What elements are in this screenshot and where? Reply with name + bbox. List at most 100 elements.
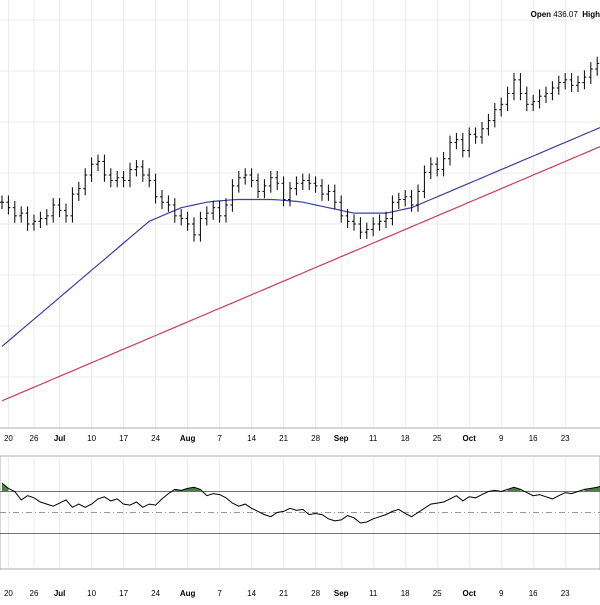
price-bar [473, 127, 478, 144]
price-bar [89, 157, 94, 182]
price-bar [275, 170, 280, 190]
price-bar [172, 198, 177, 223]
price-bar [307, 173, 312, 190]
price-bar [198, 211, 203, 242]
price-bar [358, 217, 363, 239]
x-tick-label: 26 [30, 434, 39, 443]
price-bar [364, 222, 369, 239]
price-bar [32, 214, 36, 231]
price-bar [0, 195, 4, 210]
price-bar [121, 170, 126, 188]
price-bar [192, 217, 196, 242]
price-bar [160, 190, 164, 210]
price-bar [326, 184, 331, 201]
x-tick-label: 25 [433, 434, 442, 443]
price-bar [256, 173, 260, 199]
open-value: 436.07 [553, 10, 578, 19]
x-tick-label: Jul [54, 434, 66, 443]
price-bar [262, 179, 267, 199]
price-bar [505, 86, 510, 112]
price-bar [454, 132, 459, 150]
price-bar [384, 211, 388, 229]
price-bar [102, 154, 107, 182]
x-tick-label: 16 [529, 434, 538, 443]
overbought-fill-area [507, 487, 521, 492]
price-bar [96, 154, 100, 171]
price-bar [281, 176, 286, 207]
x-tick-label: Oct [463, 434, 477, 443]
price-bar [352, 214, 356, 231]
price-bar [422, 165, 427, 199]
price-bar [569, 73, 574, 93]
price-bar [563, 73, 568, 90]
price-bar [300, 173, 305, 190]
price-bar [128, 162, 132, 188]
x-tick-label-bottom: 21 [279, 589, 288, 598]
x-tick-label: 9 [499, 434, 504, 443]
x-tick-label-bottom: 26 [30, 589, 39, 598]
x-tick-label-bottom: 23 [561, 589, 570, 598]
price-bar [377, 214, 382, 231]
x-tick-label-bottom: 24 [151, 589, 160, 598]
x-tick-label: 7 [217, 434, 222, 443]
price-bar [76, 181, 81, 201]
price-bar [44, 209, 49, 226]
x-tick-label-bottom: Jul [54, 589, 66, 598]
price-bar [416, 184, 420, 212]
price-bar [153, 173, 158, 204]
price-bar [576, 75, 580, 93]
price-bar [140, 160, 145, 182]
x-tick-label: 10 [87, 434, 96, 443]
price-bar [179, 209, 184, 226]
price-bar [320, 179, 324, 201]
x-tick-label: 20 [4, 434, 13, 443]
x-tick-label: Sep [334, 434, 349, 443]
oscillator-line [1, 482, 600, 524]
price-bar [588, 62, 593, 84]
price-bar [428, 157, 433, 180]
price-header: Open 436.07 High [531, 10, 600, 19]
price-bar [403, 190, 408, 207]
price-bar [480, 122, 484, 144]
price-bar [524, 86, 529, 112]
x-tick-label-bottom: 16 [529, 589, 538, 598]
price-bar [460, 132, 465, 158]
price-bar [19, 206, 24, 223]
x-tick-label: 11 [369, 434, 378, 443]
price-bar [409, 190, 414, 212]
x-tick-label-bottom: Aug [180, 589, 196, 598]
price-bar [512, 73, 516, 101]
price-bar [390, 195, 395, 226]
price-bar [531, 94, 536, 112]
price-bar [51, 198, 56, 223]
price-bar [25, 206, 30, 231]
price-bar [70, 187, 75, 223]
price-bar [268, 170, 273, 193]
price-bar [57, 198, 62, 218]
x-tick-label: 18 [401, 434, 410, 443]
x-tick-label: 24 [151, 434, 160, 443]
price-bar [448, 135, 452, 166]
price-bar [435, 157, 440, 177]
price-bar [544, 86, 548, 103]
price-bar [243, 168, 248, 185]
price-bar [64, 203, 68, 223]
x-tick-label-bottom: Sep [334, 589, 349, 598]
price-bar [147, 168, 152, 188]
x-tick-label: 23 [561, 434, 570, 443]
price-bar [582, 70, 587, 90]
x-tick-label: 21 [279, 434, 288, 443]
x-tick-label-bottom: 17 [119, 589, 128, 598]
price-bar [294, 176, 299, 196]
x-tick-label-bottom: 14 [247, 589, 256, 598]
price-bar [396, 192, 401, 210]
price-bar [83, 168, 88, 196]
price-bar [134, 160, 139, 177]
long-moving-average-line [1, 145, 600, 402]
price-bar [166, 195, 171, 212]
price-bar [38, 211, 43, 229]
price-bar [12, 200, 17, 223]
price-bar [230, 179, 235, 212]
